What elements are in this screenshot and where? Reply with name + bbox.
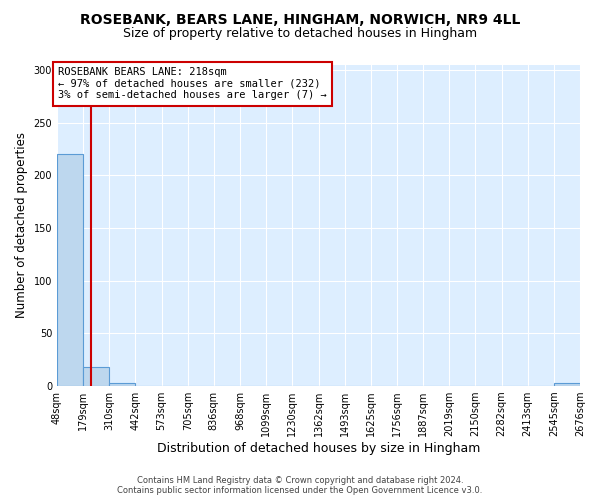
Bar xyxy=(109,383,136,386)
Text: Contains HM Land Registry data © Crown copyright and database right 2024.
Contai: Contains HM Land Registry data © Crown c… xyxy=(118,476,482,495)
Bar xyxy=(57,154,83,386)
Bar xyxy=(83,367,109,386)
Text: Size of property relative to detached houses in Hingham: Size of property relative to detached ho… xyxy=(123,28,477,40)
Bar xyxy=(554,383,580,386)
Y-axis label: Number of detached properties: Number of detached properties xyxy=(15,132,28,318)
X-axis label: Distribution of detached houses by size in Hingham: Distribution of detached houses by size … xyxy=(157,442,480,455)
Text: ROSEBANK BEARS LANE: 218sqm
← 97% of detached houses are smaller (232)
3% of sem: ROSEBANK BEARS LANE: 218sqm ← 97% of det… xyxy=(58,67,327,100)
Text: ROSEBANK, BEARS LANE, HINGHAM, NORWICH, NR9 4LL: ROSEBANK, BEARS LANE, HINGHAM, NORWICH, … xyxy=(80,12,520,26)
